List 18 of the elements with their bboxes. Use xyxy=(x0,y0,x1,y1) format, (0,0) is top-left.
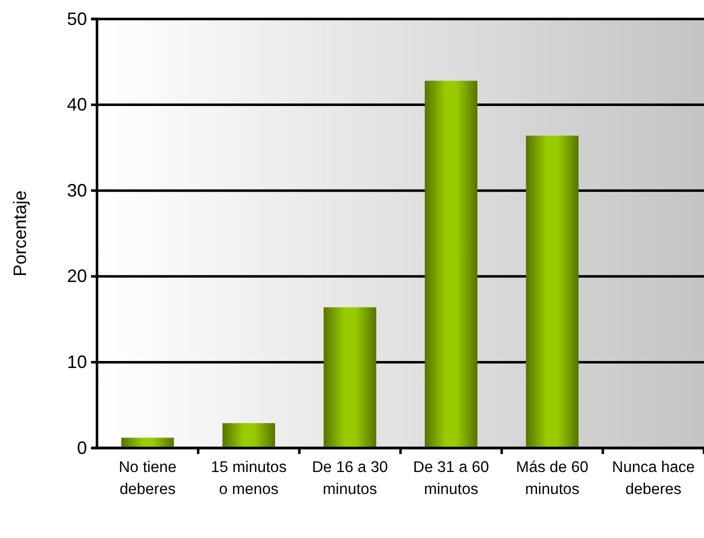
bar xyxy=(324,307,376,448)
y-tick-label: 50 xyxy=(66,8,87,29)
bar xyxy=(424,80,478,448)
x-tick-label: No tiene deberes xyxy=(118,459,176,498)
bar xyxy=(222,423,276,448)
y-axis-title: Porcentaje xyxy=(10,190,30,277)
bar xyxy=(526,136,579,448)
x-tick-label: De 16 a 30 minutos xyxy=(312,459,388,498)
y-tick-label: 20 xyxy=(66,266,87,286)
y-tick-label: 10 xyxy=(66,352,87,372)
y-tick-label: 0 xyxy=(76,438,87,458)
y-tick-label: 40 xyxy=(66,94,87,115)
x-tick-label: Nunca hace deberes xyxy=(612,459,695,498)
x-tick-label: 15 minutos o menos xyxy=(210,459,287,498)
y-tick-label: 30 xyxy=(66,180,87,200)
x-tick-label: De 31 a 60 minutos xyxy=(413,459,490,498)
x-tick-label: Más de 60 minutos xyxy=(516,459,589,498)
bar xyxy=(121,438,174,448)
